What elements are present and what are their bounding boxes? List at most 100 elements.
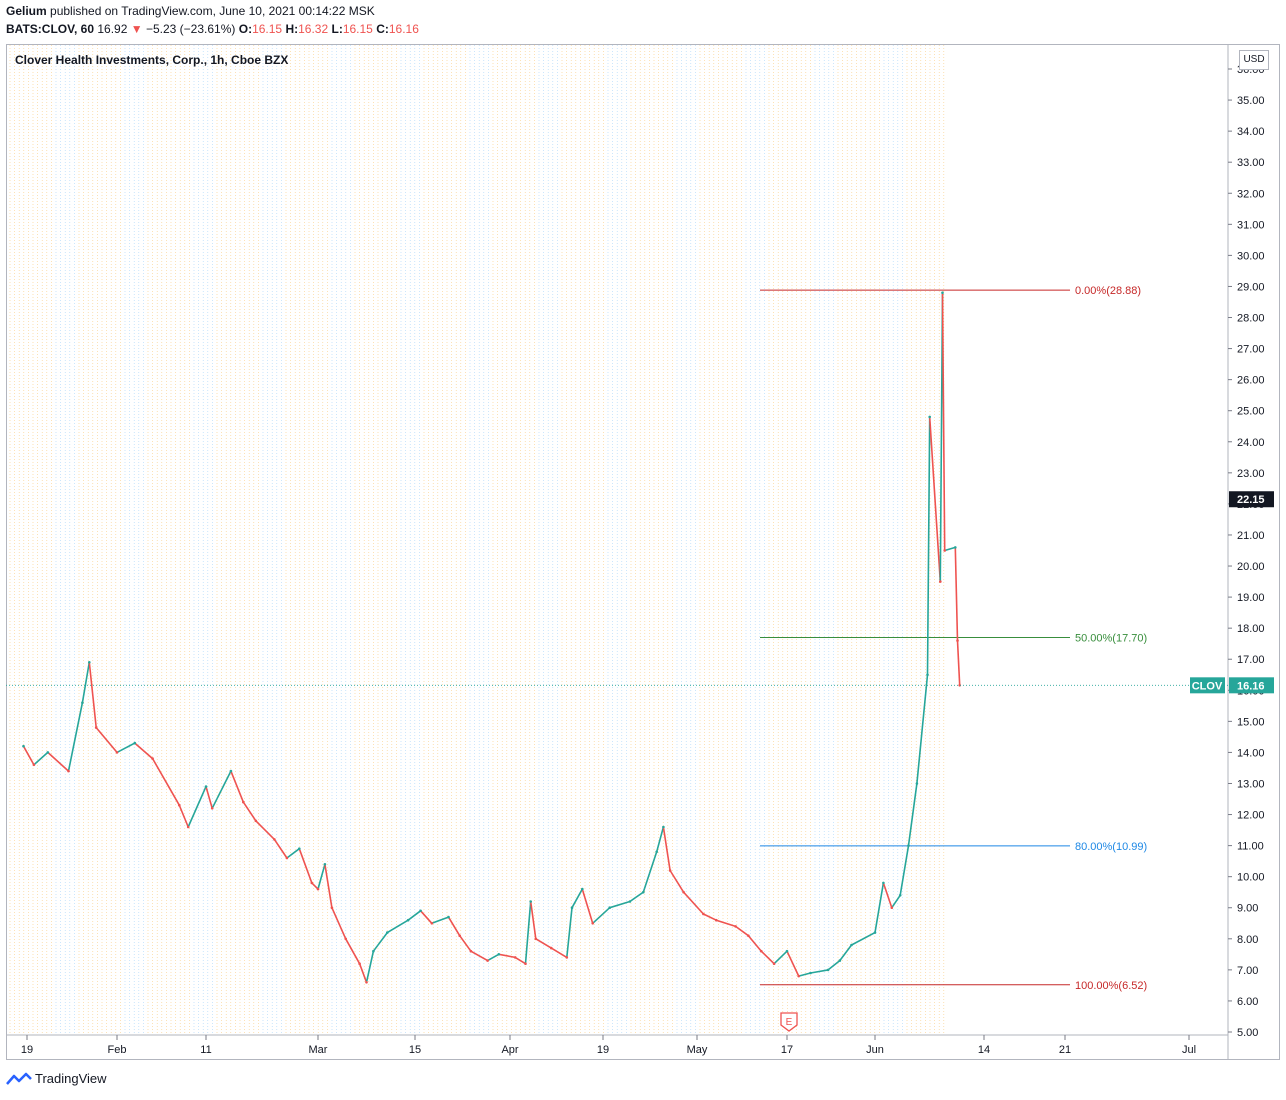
time-tick-label: Jun (866, 1044, 884, 1056)
price-segment (773, 950, 788, 965)
symbol-label[interactable]: BATS:CLOV, 60 (6, 22, 95, 36)
price-point (372, 949, 375, 953)
time-tick-label: 15 (409, 1044, 421, 1056)
price-tick-label: 30.00 (1237, 250, 1265, 262)
price-point (702, 912, 705, 916)
price-tick-label: 15.00 (1237, 716, 1265, 728)
price-change: −5.23 (−23.61%) (145, 22, 236, 36)
price-segment (629, 891, 644, 903)
price-point (591, 922, 594, 925)
price-point (32, 763, 36, 767)
price-point (760, 949, 763, 953)
price-point (529, 900, 532, 903)
price-point (715, 918, 718, 922)
price-tick-label: 13.00 (1237, 778, 1265, 790)
price-segment (839, 944, 853, 962)
price-segment (592, 907, 611, 924)
price-point (826, 968, 830, 972)
price-segment (81, 662, 91, 703)
currency-button[interactable]: USD (1239, 50, 1269, 70)
price-point (926, 673, 929, 677)
price-segment (431, 916, 449, 925)
price-point (497, 953, 501, 956)
price-point (915, 782, 919, 785)
price-segment (187, 786, 207, 828)
price-point (46, 751, 50, 754)
price-tick-label: 29.00 (1237, 281, 1265, 293)
price-segment (891, 894, 901, 909)
price-tag-label: 22.15 (1237, 494, 1265, 506)
price-segment (642, 851, 658, 893)
price-segment (67, 702, 84, 772)
price-segment (365, 951, 375, 983)
price-segment (529, 901, 537, 939)
price-segment (566, 907, 573, 958)
price-segment (470, 950, 488, 962)
price-point (785, 949, 789, 953)
price-tag-background (1229, 491, 1274, 508)
fibonacci-retracement: 0.00%(28.88) 50.00%(17.70) 80.00%(10.99) 10… (760, 285, 1147, 992)
session-bands (9, 45, 945, 1034)
price-segment (242, 801, 257, 822)
price-segment (874, 882, 885, 933)
fib-label: 80.00%(10.99) (1075, 841, 1147, 853)
price-tick-label: 9.00 (1237, 903, 1258, 915)
tradingview-logo-icon[interactable] (6, 1072, 32, 1086)
price-point (330, 906, 334, 909)
earnings-event-marker: E (780, 1012, 798, 1032)
time-tick-label: Apr (501, 1044, 518, 1056)
open-value: 16.15 (252, 22, 283, 36)
last-price: 16.92 (97, 22, 128, 36)
price-tick-label: 31.00 (1237, 219, 1265, 231)
price-segment (498, 953, 516, 959)
price-tick-label: 19.00 (1237, 592, 1265, 604)
price-segment (571, 888, 583, 909)
price-point (581, 887, 584, 891)
price-segment (88, 662, 97, 728)
price-tick-label: 10.00 (1237, 872, 1265, 884)
price-segment (151, 758, 180, 806)
price-segment (331, 907, 347, 940)
price-tick-label: 35.00 (1237, 95, 1265, 107)
price-point (469, 949, 473, 953)
price-segment (324, 864, 333, 908)
low-value: 16.15 (342, 22, 373, 36)
price-segment (662, 826, 671, 871)
price-point (419, 909, 422, 913)
price-point (958, 684, 961, 687)
price-point (254, 819, 258, 823)
price-point (298, 847, 301, 850)
time-tick-label: Mar (309, 1044, 328, 1056)
symbol-tag-label: CLOV (1192, 680, 1223, 692)
price-point (88, 661, 91, 664)
price-tick-label: 18.00 (1237, 623, 1265, 635)
price-segment (916, 674, 929, 784)
price-tick-label: 11.00 (1237, 841, 1264, 853)
published-text: published on TradingView.com, June 10, 2… (50, 4, 375, 18)
price-point (850, 943, 853, 947)
price-segment (524, 901, 532, 964)
symbol-line: BATS:CLOV, 60 16.92 ▼ −5.23 (−23.61%) O:… (6, 22, 419, 36)
price-segment (655, 826, 665, 853)
time-tick-label: 17 (781, 1044, 793, 1056)
time-tick-label: 21 (1059, 1044, 1071, 1056)
price-segment (386, 919, 409, 934)
time-axis: 19 Feb 11 Mar 15 Apr 19 May 17 Jun 14 21 Jul (21, 1035, 1196, 1056)
tradingview-brand[interactable]: TradingView (35, 1071, 107, 1086)
low-label: L: (331, 22, 343, 36)
price-point (682, 890, 685, 894)
price-point (642, 890, 645, 894)
price-segment (581, 888, 594, 924)
price-point (242, 800, 245, 804)
fib-label: 0.00%(28.88) (1075, 285, 1141, 297)
price-point (734, 925, 737, 928)
time-tick-label: 19 (597, 1044, 609, 1056)
price-tick-label: 5.00 (1237, 1027, 1258, 1039)
price-point (898, 894, 902, 897)
price-segment (178, 804, 189, 828)
price-segment (827, 959, 841, 971)
price-segment (550, 947, 568, 959)
publisher-name[interactable]: Gelium (6, 4, 47, 18)
price-point (22, 744, 25, 748)
